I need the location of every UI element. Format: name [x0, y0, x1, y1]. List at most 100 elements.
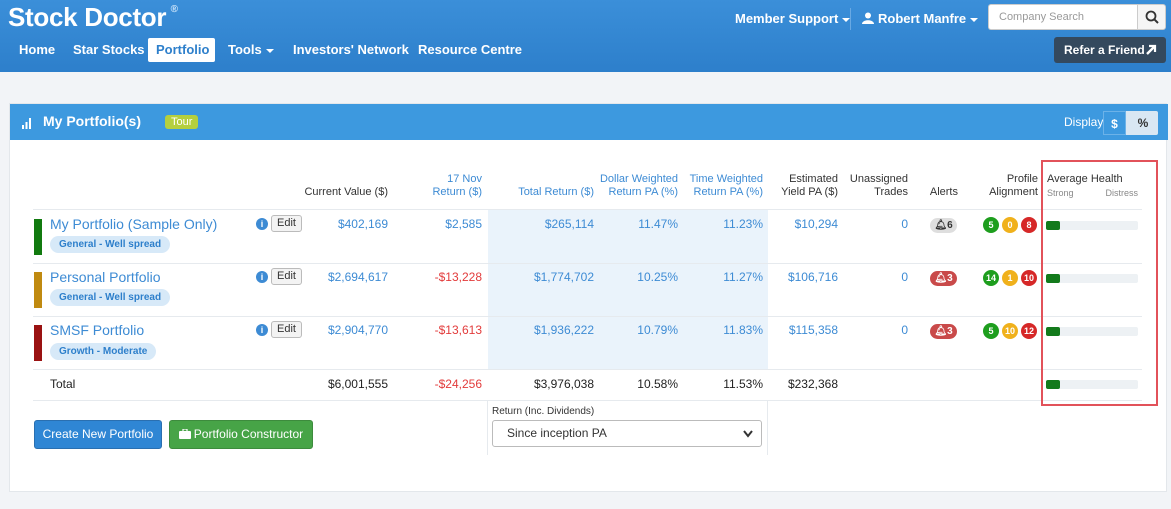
- briefcase-icon: [178, 428, 191, 439]
- header-alerts: Alerts: [929, 186, 958, 198]
- health-bar-fill: [1046, 274, 1060, 283]
- header-dollar-weighted-2[interactable]: Return PA (%): [608, 186, 679, 198]
- header-dollar-weighted-1[interactable]: Dollar Weighted: [599, 173, 678, 185]
- alignment-green-dot[interactable]: 5: [983, 323, 999, 339]
- unassigned-trades[interactable]: 0: [901, 323, 908, 337]
- display-label: Display: [1064, 115, 1104, 129]
- row-divider: [33, 400, 1142, 401]
- return-columns-shade: [488, 210, 768, 370]
- average-health-highlight: [1041, 160, 1158, 406]
- unassigned-trades[interactable]: 0: [901, 217, 908, 231]
- health-bar: [1046, 274, 1138, 283]
- time-weighted-return: 11.23%: [723, 217, 763, 231]
- dollar-weighted-return: 10.79%: [637, 323, 678, 337]
- bell-icon: 🔔︎: [934, 220, 948, 231]
- portfolio-profile-tag: Growth - Moderate: [50, 343, 157, 360]
- current-value: $402,169: [337, 217, 388, 231]
- health-distress-label: Distress: [1105, 188, 1138, 198]
- nav-home[interactable]: Home: [19, 42, 56, 57]
- alerts-badge[interactable]: 🔔︎6: [930, 218, 957, 233]
- external-link-icon: [1146, 44, 1157, 55]
- total-dollar-weighted: 10.58%: [637, 377, 678, 391]
- user-icon: [862, 12, 874, 24]
- chevron-down-icon: [842, 17, 851, 22]
- day-return: $2,585: [445, 217, 482, 231]
- header-return[interactable]: Return ($): [432, 186, 482, 198]
- header-return-date[interactable]: 17 Nov: [447, 173, 482, 185]
- user-name: Robert Manfre: [878, 11, 967, 26]
- member-support-label: Member Support: [735, 11, 839, 26]
- user-menu[interactable]: Robert Manfre: [862, 11, 979, 26]
- alignment-red-dot[interactable]: 10: [1021, 270, 1037, 286]
- nav-resource-centre[interactable]: Resource Centre: [418, 42, 523, 57]
- portfolio-color-bar: [34, 272, 42, 308]
- unassigned-trades[interactable]: 0: [901, 270, 908, 284]
- return-period-select[interactable]: Since inception PA: [492, 420, 762, 447]
- alignment-green-dot[interactable]: 14: [983, 270, 999, 286]
- divider: [767, 401, 768, 455]
- nav-star-stocks[interactable]: Star Stocks: [73, 42, 145, 57]
- day-return: -$13,613: [434, 323, 482, 337]
- total-day-return: -$24,256: [434, 377, 482, 391]
- display-percent-button[interactable]: %: [1137, 116, 1149, 130]
- alignment-green-dot[interactable]: 5: [983, 217, 999, 233]
- edit-button[interactable]: Edit: [271, 321, 302, 338]
- edit-button[interactable]: Edit: [271, 215, 302, 232]
- portfolio-panel: My Portfolio(s) Tour Display $ % Current…: [9, 103, 1168, 492]
- return-period-value: Since inception PA: [507, 426, 607, 440]
- total-estimated-yield: $232,368: [787, 377, 838, 391]
- divider: [487, 401, 488, 455]
- refer-a-friend-label: Refer a Friend: [1064, 43, 1145, 57]
- search-button[interactable]: [1137, 4, 1166, 30]
- company-search-input[interactable]: [988, 4, 1137, 30]
- dollar-weighted-return: 10.25%: [637, 270, 678, 284]
- portfolio-color-bar: [34, 219, 42, 255]
- nav-tools-label: Tools: [228, 42, 262, 57]
- total-return: $265,114: [544, 217, 594, 231]
- edit-button[interactable]: Edit: [271, 268, 302, 285]
- alignment-amber-dot[interactable]: 1: [1002, 270, 1018, 286]
- alerts-badge[interactable]: 🔔︎3: [930, 324, 957, 339]
- alignment-red-dot[interactable]: 12: [1021, 323, 1037, 339]
- nav-portfolio[interactable]: Portfolio: [148, 38, 215, 62]
- nav-investors-network[interactable]: Investors' Network: [293, 42, 409, 57]
- day-return: -$13,228: [434, 270, 482, 284]
- refer-a-friend-button[interactable]: Refer a Friend: [1054, 37, 1166, 63]
- total-return: $1,774,702: [533, 270, 594, 284]
- alerts-badge[interactable]: 🔔︎3: [930, 271, 957, 286]
- tour-button[interactable]: Tour: [165, 115, 199, 129]
- estimated-yield: $10,294: [794, 217, 838, 231]
- header-total-return[interactable]: Total Return ($): [518, 186, 594, 198]
- dollar-weighted-return: 11.47%: [638, 217, 678, 231]
- bell-icon: 🔔︎: [934, 326, 948, 337]
- estimated-yield: $115,358: [788, 323, 838, 337]
- header-current-value: Current Value ($): [304, 186, 388, 198]
- display-toggle: $ %: [1103, 111, 1158, 135]
- time-weighted-return: 11.83%: [723, 323, 763, 337]
- create-new-portfolio-button[interactable]: Create New Portfolio: [34, 420, 162, 449]
- alignment-amber-dot[interactable]: 0: [1002, 217, 1018, 233]
- alerts-count: 6: [947, 220, 953, 231]
- header-time-weighted-2[interactable]: Return PA (%): [693, 186, 764, 198]
- header-time-weighted-1[interactable]: Time Weighted: [689, 173, 763, 185]
- header-average-health: Average Health: [1047, 173, 1123, 185]
- portfolio-profile-tag: General - Well spread: [50, 289, 171, 306]
- brand-logo[interactable]: Stock Doctor ®: [8, 2, 178, 33]
- alignment-amber-dot[interactable]: 10: [1002, 323, 1018, 339]
- portfolio-name-link[interactable]: SMSF Portfolio: [50, 322, 145, 338]
- info-icon[interactable]: i: [256, 324, 268, 336]
- health-bar-fill: [1046, 327, 1060, 336]
- member-support-menu[interactable]: Member Support: [735, 11, 851, 26]
- info-icon[interactable]: i: [256, 218, 268, 230]
- header-unassigned-trades-2: Trades: [874, 186, 908, 198]
- nav-tools[interactable]: Tools: [220, 38, 282, 62]
- chevron-down-icon: [743, 430, 753, 438]
- alignment-red-dot[interactable]: 8: [1021, 217, 1037, 233]
- portfolio-constructor-button[interactable]: Portfolio Constructor: [169, 420, 313, 449]
- display-dollar-button[interactable]: $: [1103, 111, 1126, 135]
- total-return: $1,936,222: [533, 323, 594, 337]
- info-icon[interactable]: i: [256, 271, 268, 283]
- portfolio-name-link[interactable]: Personal Portfolio: [50, 269, 161, 285]
- portfolio-constructor-label: Portfolio Constructor: [193, 427, 304, 441]
- portfolio-name-link[interactable]: My Portfolio (Sample Only): [50, 216, 218, 232]
